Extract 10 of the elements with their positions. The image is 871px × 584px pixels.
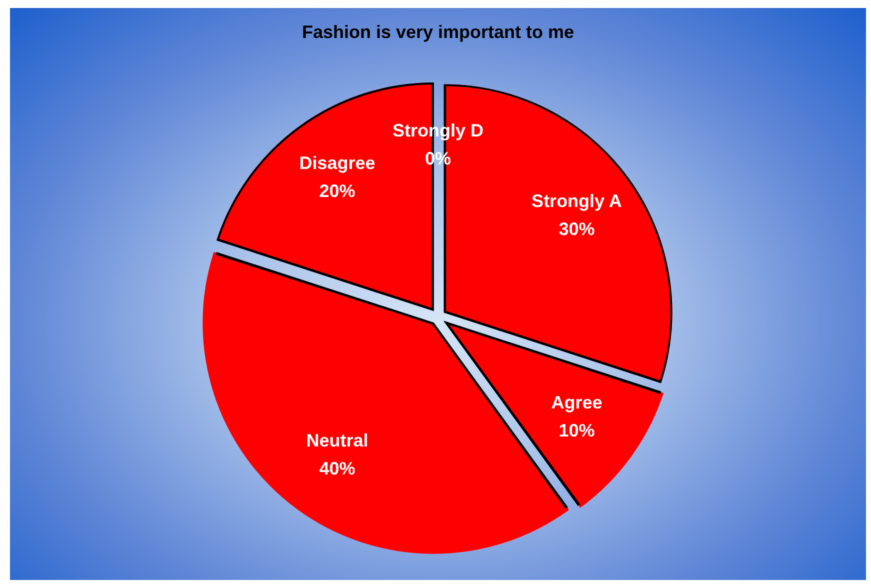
chart-title: Fashion is very important to me [302, 22, 574, 42]
data-label: 30% [558, 218, 595, 239]
data-label: 40% [319, 458, 356, 478]
slice-label: Neutral [306, 430, 368, 450]
data-label: 20% [319, 181, 356, 202]
slice-label: Agree [551, 392, 602, 413]
text: 0% [424, 148, 452, 168]
slice-label: Strongly A [532, 190, 622, 211]
data-label: 10% [558, 420, 595, 441]
slice-label: Disagree [299, 153, 376, 174]
